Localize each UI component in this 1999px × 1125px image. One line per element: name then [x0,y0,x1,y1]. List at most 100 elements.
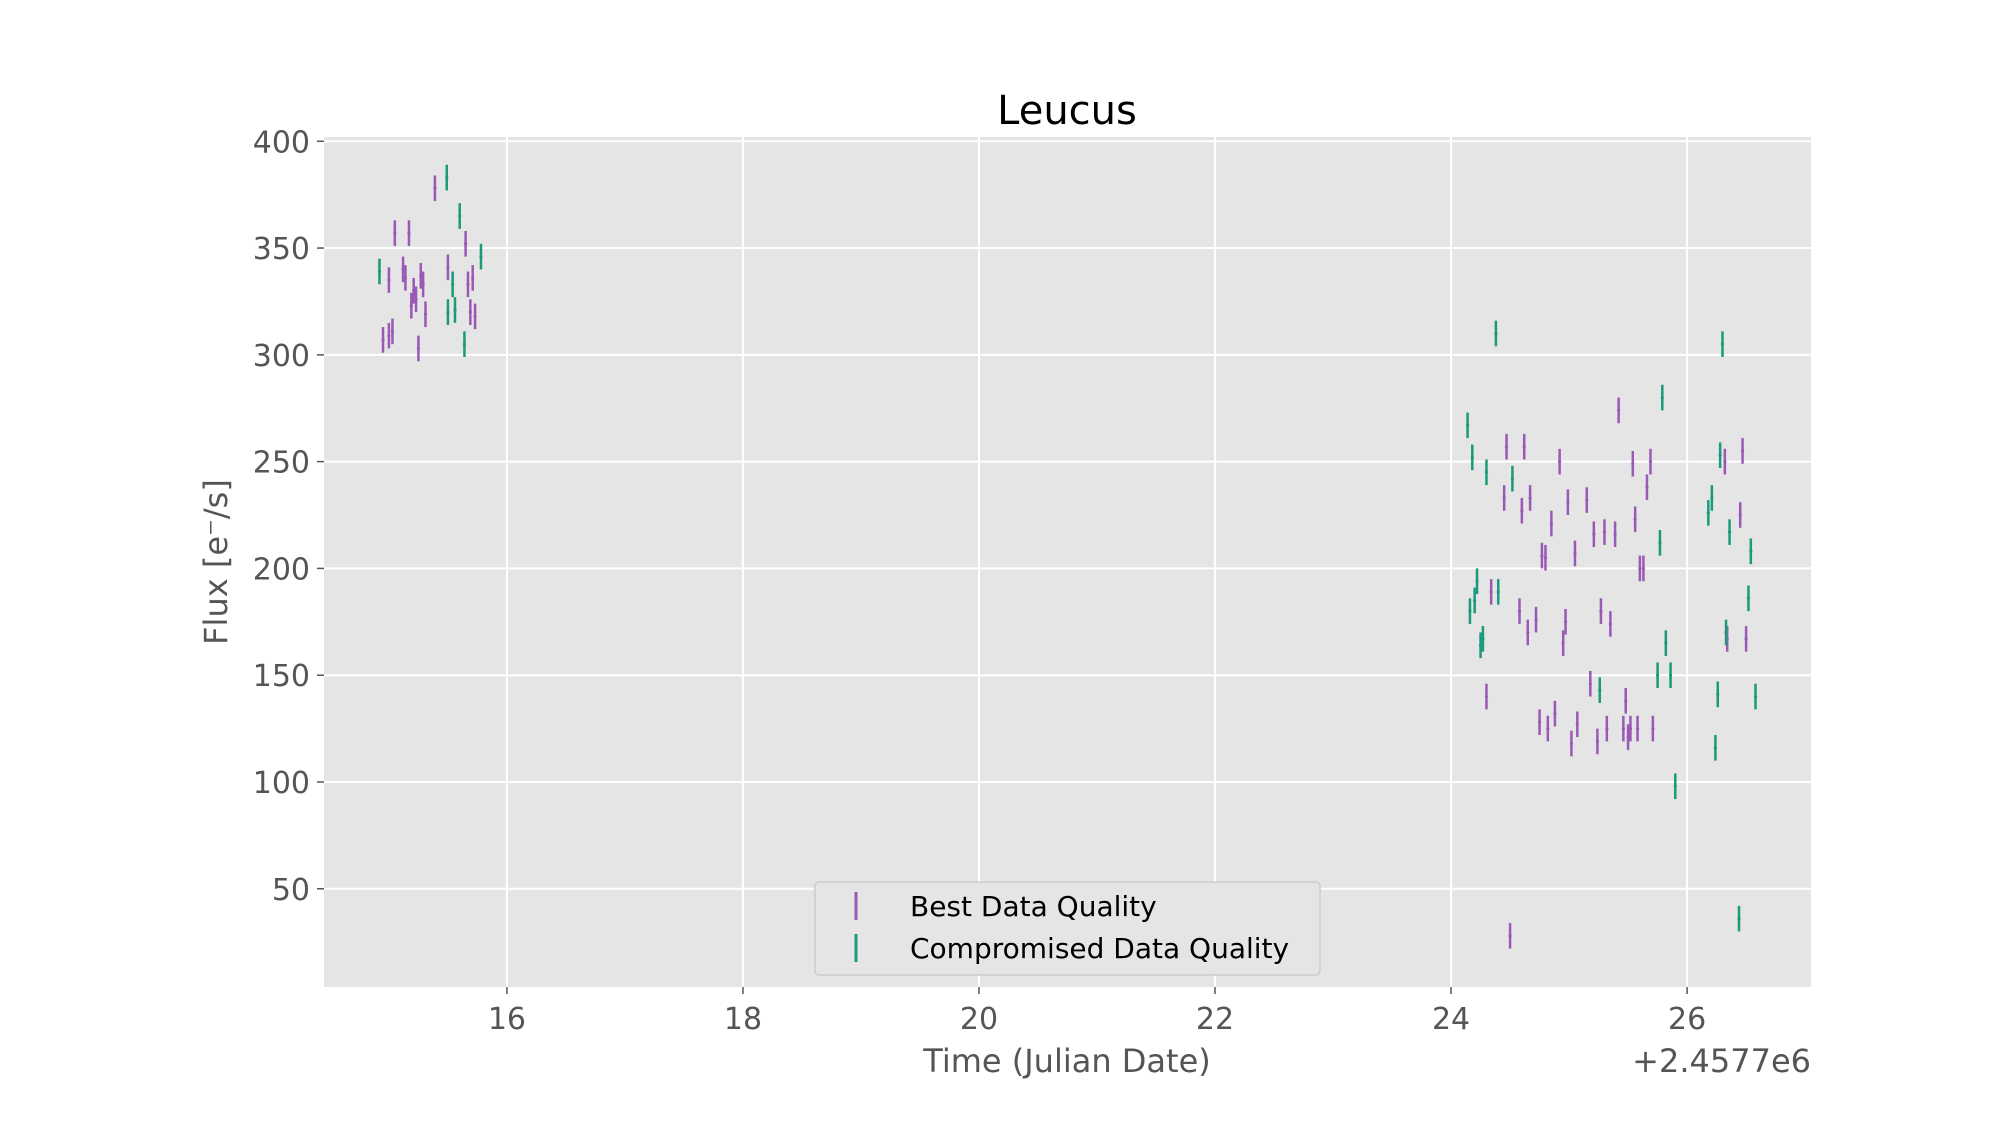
data-point [1502,496,1506,500]
data-point [1475,579,1479,583]
data-point [387,334,391,338]
data-point [414,297,418,301]
data-point [381,338,385,342]
x-tick-label: 20 [960,1002,998,1037]
data-point [464,242,468,246]
grid-lines [324,137,1811,987]
data-point [1478,643,1483,647]
data-point [1566,500,1570,504]
data-point [446,265,450,269]
data-point [1660,395,1664,400]
data-point [387,278,391,282]
data-point [412,289,416,293]
data-point [1563,620,1568,624]
data-point [1749,549,1753,553]
data-point [1599,609,1603,613]
data-point [1484,694,1489,699]
data-point [1537,720,1542,724]
data-point [1510,477,1515,481]
data-point [1658,541,1662,545]
data-point [1727,530,1732,534]
data-point [1617,408,1621,412]
data-point [1668,673,1673,677]
y-tick-label: 100 [253,766,310,801]
data-point [1613,532,1617,536]
data-point [1520,509,1524,513]
data-point [1468,609,1472,613]
data-point [1526,630,1530,635]
data-point [1633,517,1637,521]
data-point [1648,460,1653,464]
x-offset-label: +2.4577e6 [1632,1042,1811,1080]
data-point [1655,673,1660,677]
data-point [1558,460,1562,464]
data-point [1522,445,1526,449]
data-point [1595,739,1599,743]
data-point [433,186,437,190]
legend-label-compromised: Compromised Data Quality [910,932,1289,965]
data-point [421,282,425,286]
data-point [1664,641,1668,645]
data-point [1534,618,1538,622]
data-point [1724,630,1728,635]
data-point [1651,726,1655,731]
data-point [466,282,470,286]
data-point [1605,726,1609,731]
data-point [393,231,397,235]
data-point [401,267,405,272]
data-point [1569,741,1574,746]
data-point [446,310,450,314]
data-point [1549,521,1553,526]
series-compromised-data-quality [377,164,1758,932]
data-point [1624,699,1628,703]
data-point [473,314,477,318]
data-point [462,342,467,346]
data-point [1546,726,1550,731]
data-point [1465,423,1470,427]
data-point [1635,726,1640,731]
data-point [403,276,408,280]
data-point [377,269,382,274]
data-point [1673,784,1677,788]
data-point [1638,566,1642,571]
data-point [1508,934,1512,938]
data-point [1473,598,1477,603]
data-point [1753,694,1758,699]
series-best-data-quality [381,175,1748,949]
data-point [1496,590,1500,594]
data-point [1746,596,1751,600]
data-marks [377,164,1758,949]
data-point [1718,453,1722,457]
data-point [416,346,421,351]
axis-ticks: 16 18 20 22 24 26 50 100 150 200 250 300 350 400 [253,125,1706,1037]
data-point [423,312,428,316]
x-tick-label: 18 [724,1002,762,1037]
data-point [1602,530,1607,534]
y-tick-label: 350 [253,232,310,267]
data-point [1543,556,1548,560]
data-point [1561,641,1565,645]
data-point [1470,455,1474,459]
y-tick-label: 50 [272,873,310,908]
data-point [1540,553,1544,558]
y-axis-label: Flux [e⁻/s] [197,479,235,645]
legend: Best Data Quality Compromised Data Quali… [814,881,1321,976]
data-point [1737,917,1741,921]
data-point [1713,746,1718,750]
data-point [1575,722,1579,726]
data-point [1484,470,1489,474]
data-point [1706,511,1710,515]
data-point [1481,637,1485,641]
data-point [407,231,411,235]
data-point [1592,532,1596,536]
x-tick-label: 24 [1432,1002,1470,1037]
data-point [1631,462,1635,466]
y-tick-label: 400 [253,125,310,160]
data-point [1628,726,1633,731]
data-point [1744,637,1748,641]
legend-box [814,881,1321,976]
data-point [1553,712,1557,716]
y-tick-label: 250 [253,446,310,481]
x-tick-label: 22 [1196,1002,1234,1037]
